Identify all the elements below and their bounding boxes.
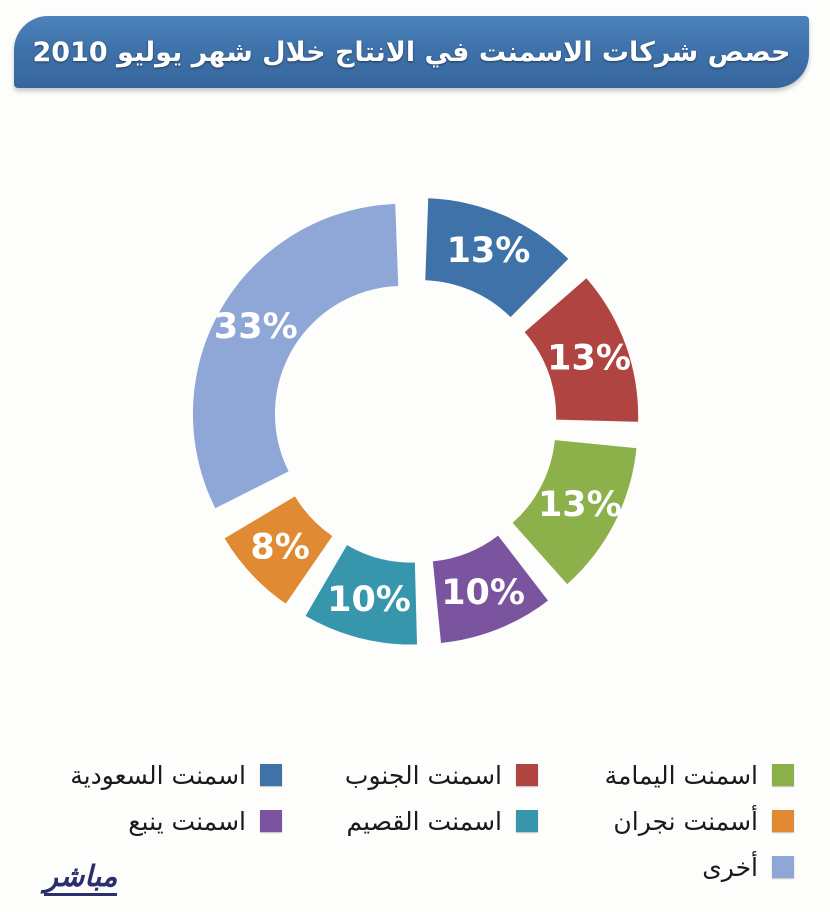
legend-row: اسمنت اليمامة اسمنت الجنوب اسمنت السعودي… — [30, 752, 800, 798]
donut-slice[interactable] — [305, 545, 418, 645]
legend-item-qassim[interactable]: اسمنت القصيم — [288, 809, 544, 834]
legend-item-yamamah[interactable]: اسمنت اليمامة — [544, 763, 800, 788]
legend-item-label: اسمنت اليمامة — [604, 760, 758, 790]
chart-legend: اسمنت اليمامة اسمنت الجنوب اسمنت السعودي… — [30, 752, 800, 890]
legend-item-janoub[interactable]: اسمنت الجنوب — [288, 763, 544, 788]
legend-item-yanbu[interactable]: اسمنت ينبع — [32, 809, 288, 834]
legend-item-najran[interactable]: أسمنت نجران — [544, 809, 800, 834]
donut-slice[interactable] — [224, 496, 333, 604]
donut-slice-label: 8% — [250, 528, 309, 568]
donut-slice-label: 13% — [538, 485, 622, 525]
page-title: حصص شركات الاسمنت في الانتاج خلال شهر يو… — [32, 36, 791, 68]
donut-slice-label: 33% — [214, 307, 298, 347]
legend-item-saudia[interactable]: اسمنت السعودية — [32, 763, 288, 788]
chart-title-banner: حصص شركات الاسمنت في الانتاج خلال شهر يو… — [14, 16, 809, 88]
legend-swatch-icon — [260, 810, 282, 832]
donut-slice[interactable] — [192, 204, 399, 509]
legend-item-label: أسمنت نجران — [613, 806, 758, 836]
legend-row: أخرى — [30, 844, 800, 890]
source-logo-label: مباشر — [44, 862, 118, 896]
donut-slice[interactable] — [524, 278, 639, 422]
donut-slice[interactable] — [432, 535, 548, 643]
legend-swatch-icon — [516, 764, 538, 786]
legend-swatch-icon — [772, 810, 794, 832]
donut-chart: 13% 13% 13% 10% 10% 8% 33% — [0, 96, 830, 746]
donut-slice-label: 13% — [547, 338, 631, 378]
legend-item-label: اسمنت القصيم — [346, 806, 502, 836]
legend-swatch-icon — [260, 764, 282, 786]
source-logo[interactable]: مباشر — [44, 862, 118, 896]
donut-chart-svg: 13% 13% 13% 10% 10% 8% 33% — [192, 198, 639, 645]
donut-slice[interactable] — [512, 440, 637, 585]
donut-slice-label: 10% — [441, 573, 525, 613]
legend-row: أسمنت نجران اسمنت القصيم اسمنت ينبع — [30, 798, 800, 844]
donut-slice[interactable] — [425, 198, 569, 318]
donut-slice-label: 13% — [447, 231, 531, 271]
legend-item-label: اسمنت ينبع — [128, 806, 246, 836]
donut-slice-label: 10% — [327, 580, 411, 620]
legend-item-label: أخرى — [702, 852, 758, 882]
legend-swatch-icon — [772, 764, 794, 786]
legend-swatch-icon — [772, 856, 794, 878]
legend-swatch-icon — [516, 810, 538, 832]
legend-item-label: اسمنت السعودية — [70, 760, 246, 790]
legend-item-label: اسمنت الجنوب — [344, 760, 502, 790]
legend-item-other[interactable]: أخرى — [544, 855, 800, 880]
